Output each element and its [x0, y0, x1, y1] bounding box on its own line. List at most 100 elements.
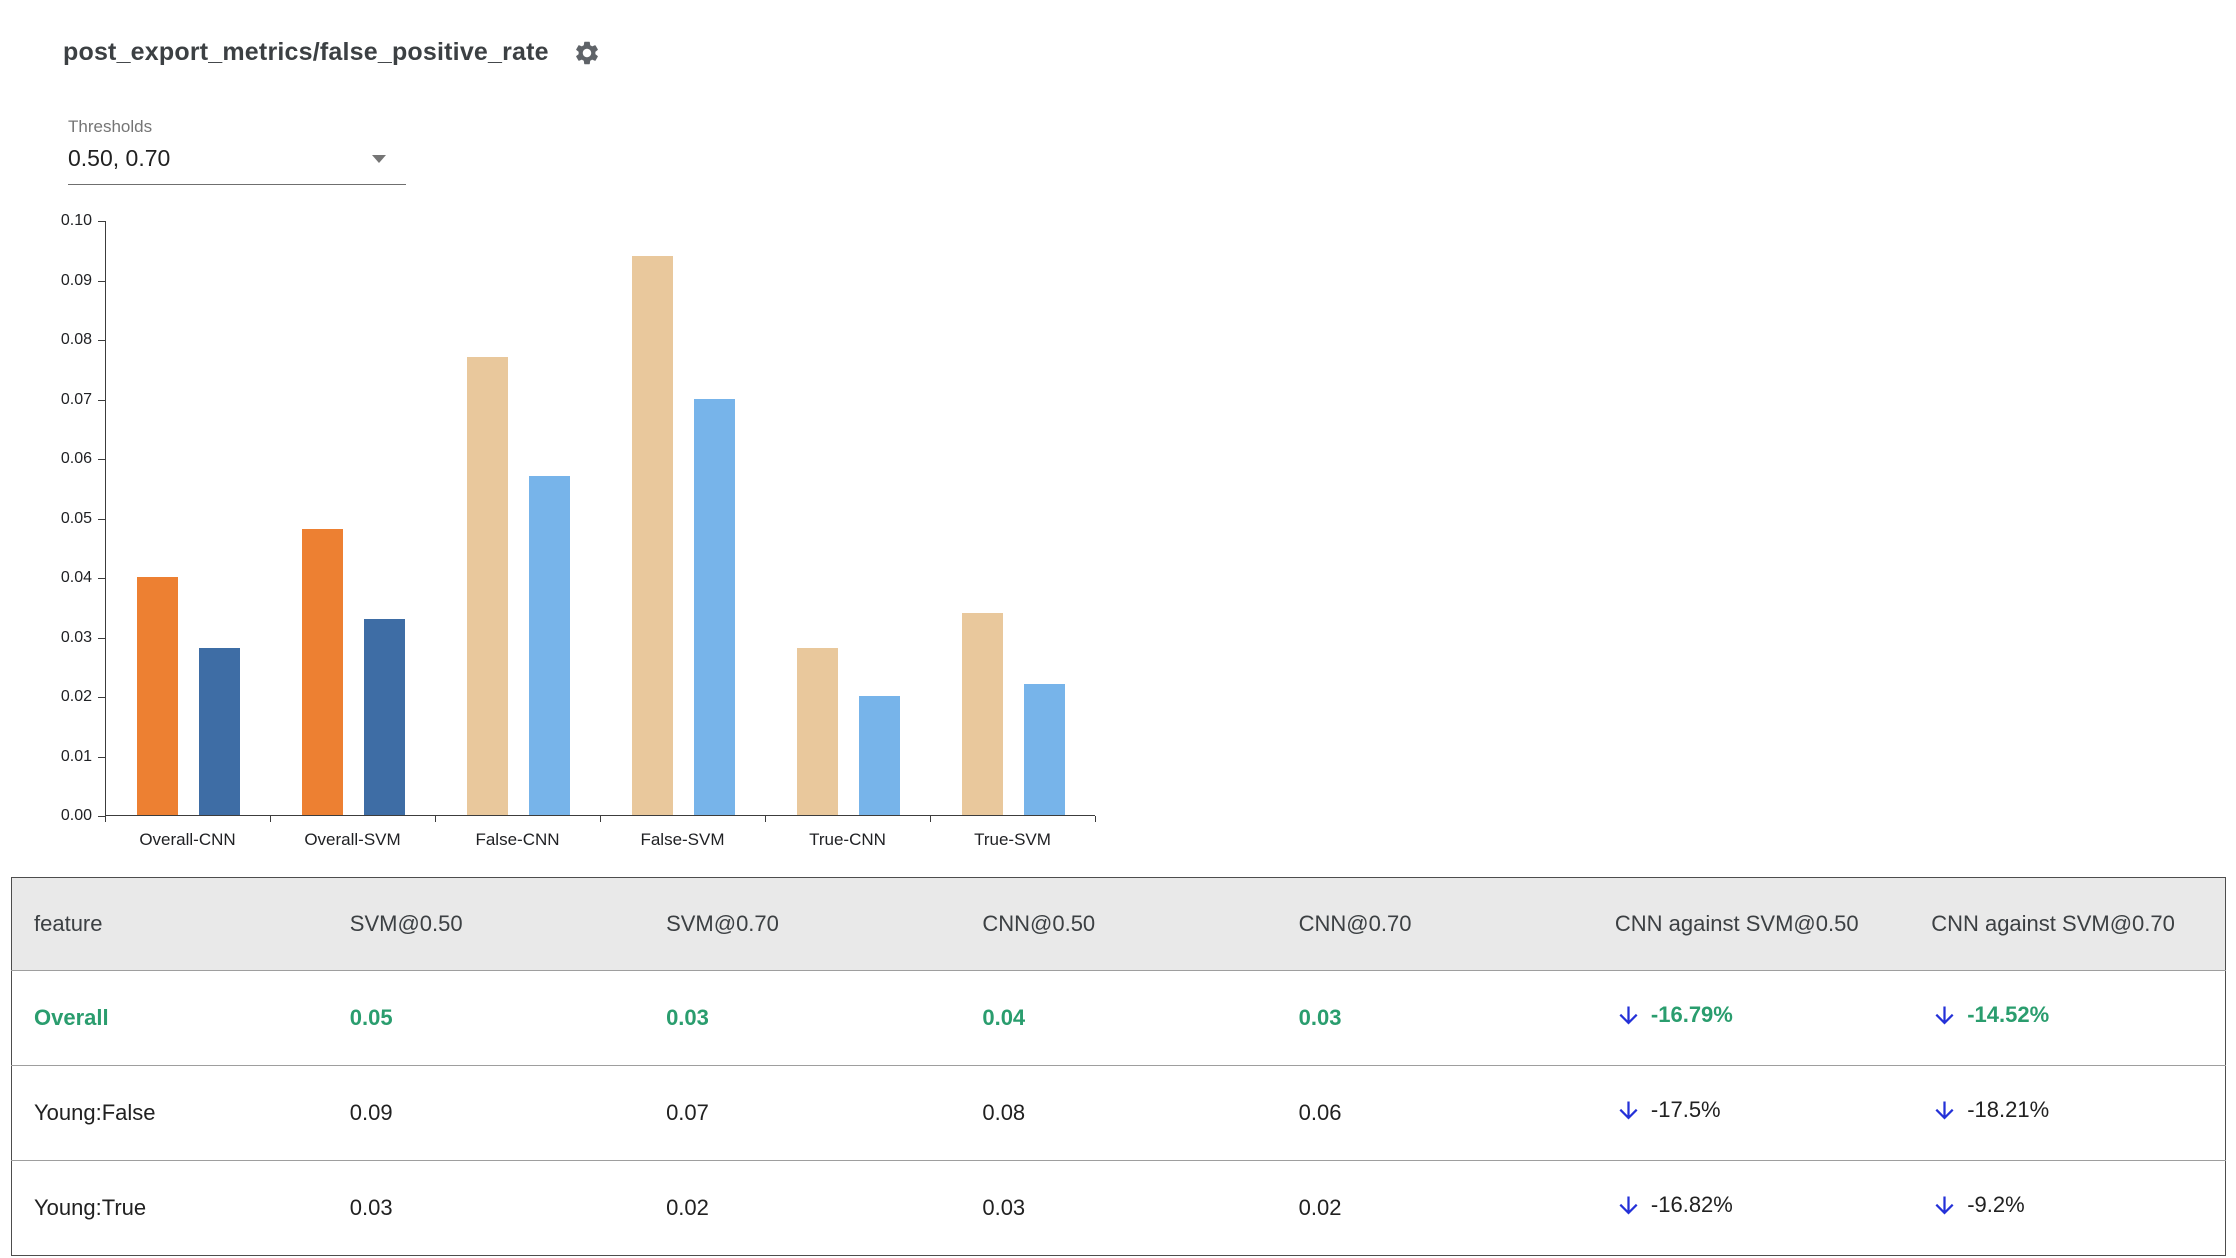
y-axis-tick [98, 697, 106, 698]
delta-content: -16.82% [1615, 1192, 1733, 1219]
x-axis-tick [1095, 816, 1096, 822]
chart-plot-area [105, 221, 1095, 816]
bar-false-cnn-threshold-0-70[interactable] [529, 475, 570, 815]
y-axis-tick-label: 0.01 [60, 747, 92, 765]
y-axis-tick [98, 399, 106, 401]
x-axis-category-label: Overall-CNN [139, 830, 236, 849]
feature-cell: Young:True [11, 1160, 328, 1256]
bar-overall-cnn-threshold-0-70[interactable] [199, 648, 240, 815]
delta-value: -16.82% [1650, 1192, 1733, 1217]
bar-true-cnn-threshold-0-70[interactable] [859, 696, 900, 815]
thresholds-label: Thresholds [68, 117, 153, 136]
y-axis-tick [98, 340, 106, 341]
bar-true-cnn-threshold-0-50[interactable] [797, 648, 838, 815]
bar-true-svm-threshold-0-50[interactable] [962, 612, 1003, 815]
y-axis-tick [98, 756, 106, 758]
delta-content: -14.52% [1931, 1002, 2049, 1029]
x-axis-tick [105, 816, 106, 822]
y-axis-tick-label: 0.09 [60, 271, 92, 289]
y-axis-tick [98, 221, 106, 222]
thresholds-select[interactable]: 0.50, 0.70 [68, 143, 406, 185]
delta-cell: -18.21% [1909, 1065, 2226, 1161]
y-axis-tick-label: 0.04 [60, 569, 92, 586]
feature-cell: Young:False [11, 1065, 328, 1161]
thresholds-control: Thresholds 0.50, 0.70 [68, 117, 406, 185]
metrics-table: feature SVM@0.50 SVM@0.70 CNN@0.50 CNN@0.70 C… [11, 877, 2226, 1256]
arrow-down-icon [1935, 1196, 1954, 1214]
arrow-down-icon [1935, 1101, 1954, 1119]
settings-icon[interactable] [573, 39, 601, 67]
metric-value-cell: 0.03 [327, 1160, 645, 1256]
metric-value-cell: 0.04 [960, 970, 1277, 1066]
delta-content: -16.79% [1615, 1002, 1733, 1029]
y-axis-tick [98, 280, 106, 282]
arrow-down-icon [1619, 1101, 1638, 1119]
bar-true-svm-threshold-0-70[interactable] [1024, 684, 1065, 815]
x-axis-tick [600, 816, 601, 822]
delta-cell: -14.52% [1909, 970, 2226, 1066]
metric-value-cell: 0.03 [1276, 970, 1593, 1066]
thresholds-value: 0.50, 0.70 [68, 145, 171, 171]
x-axis-category-label: True-CNN [809, 830, 886, 849]
table-header-row: feature SVM@0.50 SVM@0.70 CNN@0.50 CNN@0.70 C… [11, 877, 2226, 971]
x-axis-tick [765, 816, 766, 822]
y-axis-tick-label: 0.00 [60, 807, 92, 824]
bar-false-svm-threshold-0-70[interactable] [694, 398, 735, 815]
table-header: feature SVM@0.50 SVM@0.70 CNN@0.50 CNN@0.70 C… [11, 877, 2226, 971]
bar-false-svm-threshold-0-50[interactable] [632, 255, 673, 815]
y-axis-tick [98, 637, 106, 639]
page-title: post_export_metrics/false_positive_rate [63, 38, 549, 66]
x-axis-tick [930, 816, 931, 822]
column-header-cnn-0-70: CNN@0.70 [1276, 877, 1593, 971]
x-axis-category-label: False-CNN [475, 830, 560, 849]
column-header-svm-0-70: SVM@0.70 [644, 877, 961, 971]
arrow-down-icon [1619, 1006, 1638, 1024]
y-axis-tick [98, 578, 106, 579]
chevron-down-icon [372, 154, 386, 163]
false-positive-rate-bar-chart: 0.00 0.01 0.02 0.03 0.04 0.05 0.06 0.07 0.08 0.09… [20, 211, 1150, 859]
delta-cell: -17.5% [1592, 1065, 1910, 1161]
feature-cell: Overall [11, 970, 328, 1066]
bar-overall-cnn-threshold-0-50[interactable] [137, 577, 178, 815]
y-axis-tick-label: 0.10 [60, 212, 92, 229]
x-axis-tick [270, 816, 271, 822]
bar-overall-svm-threshold-0-70[interactable] [364, 618, 405, 815]
x-axis-tick [435, 816, 436, 822]
column-header-svm-0-50: SVM@0.50 [327, 877, 645, 971]
table-row-young-false[interactable]: Young:False 0.09 0.07 0.08 0.06 -17.5% -18.21% [11, 1065, 2226, 1161]
delta-content: -9.2% [1931, 1192, 2025, 1219]
delta-value: -16.79% [1650, 1002, 1733, 1027]
bar-false-cnn-threshold-0-50[interactable] [467, 356, 508, 815]
table-row-overall[interactable]: Overall 0.05 0.03 0.04 0.03 -16.79% -14.52% [11, 970, 2226, 1066]
delta-cell: -9.2% [1909, 1160, 2226, 1256]
delta-cell: -16.82% [1592, 1160, 1910, 1256]
metric-value-cell: 0.02 [1276, 1160, 1593, 1256]
delta-cell: -16.79% [1592, 970, 1910, 1066]
column-header-cnn-against-svm-0-70: CNN against SVM@0.70 [1909, 877, 2226, 971]
y-axis-tick-label: 0.07 [60, 390, 92, 408]
table-row-young-true[interactable]: Young:True 0.03 0.02 0.03 0.02 -16.82% -9.2% [11, 1160, 2226, 1256]
y-axis-tick-label: 0.06 [60, 450, 92, 467]
y-axis-tick-label: 0.02 [60, 688, 92, 705]
arrow-down-icon [1935, 1006, 1954, 1024]
metric-value-cell: 0.02 [644, 1160, 961, 1256]
gear-icon [575, 41, 598, 64]
metric-value-cell: 0.03 [644, 970, 961, 1066]
x-axis-category-label: True-SVM [974, 830, 1051, 849]
metric-value-cell: 0.06 [1276, 1065, 1593, 1161]
delta-value: -18.21% [1967, 1097, 2050, 1122]
y-axis-tick [98, 459, 106, 460]
metric-value-cell: 0.09 [327, 1065, 645, 1161]
y-axis-tick [98, 816, 106, 817]
delta-value: -9.2% [1967, 1192, 2025, 1217]
delta-value: -14.52% [1967, 1002, 2050, 1027]
delta-value: -17.5% [1650, 1097, 1721, 1122]
metric-value-cell: 0.08 [960, 1065, 1277, 1161]
column-header-cnn-against-svm-0-50: CNN against SVM@0.50 [1592, 877, 1910, 971]
delta-content: -18.21% [1931, 1097, 2049, 1124]
header: post_export_metrics/false_positive_rate [0, 0, 2236, 67]
metric-value-cell: 0.03 [960, 1160, 1277, 1256]
x-axis-category-label: Overall-SVM [304, 830, 401, 849]
delta-content: -17.5% [1615, 1097, 1721, 1124]
bar-overall-svm-threshold-0-50[interactable] [302, 529, 343, 815]
